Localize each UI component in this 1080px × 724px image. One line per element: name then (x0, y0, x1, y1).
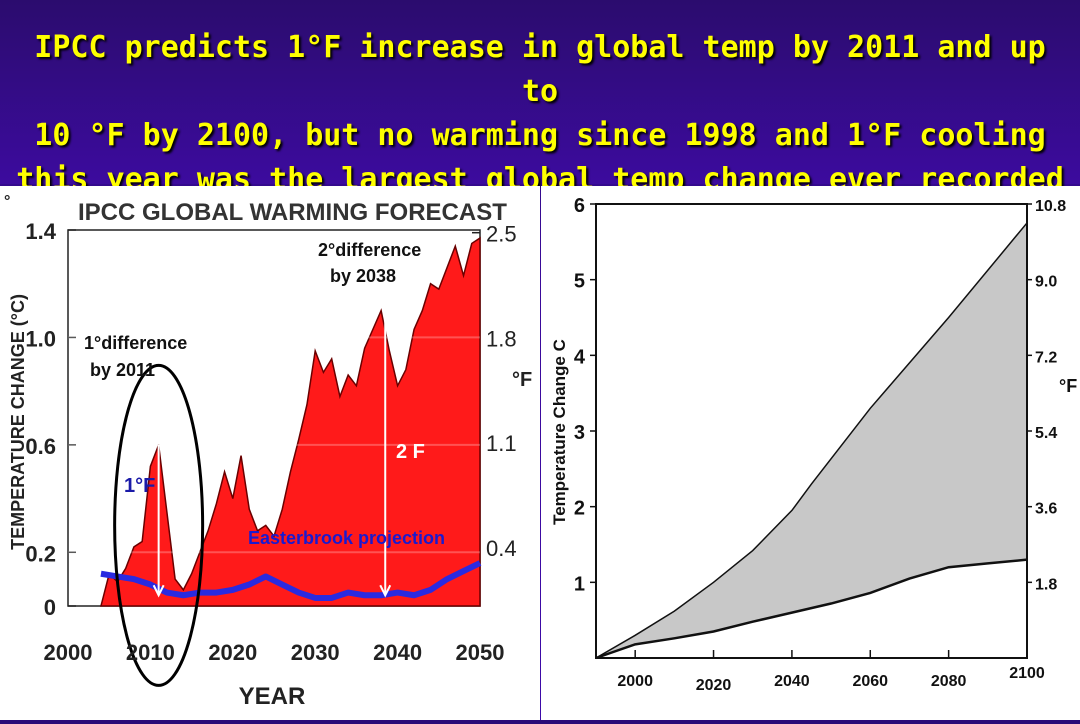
right-y2-tick-label: 5.4 (1035, 425, 1057, 442)
annotation-one-f: 1°F (124, 475, 155, 497)
title-line-1: IPCC predicts 1°F increase in global tem… (34, 30, 1046, 109)
right-x-tick-label: 2000 (617, 673, 653, 690)
left-y-tick-label: 1.4 (25, 219, 56, 244)
easterbrook-projection-line (100, 560, 482, 601)
left-y-tick-label: 1.0 (25, 326, 56, 351)
left-corner-mark: ° (4, 193, 10, 210)
annotation-two-f: 2 F (396, 441, 425, 463)
right-x-tick-label: 2080 (931, 673, 967, 690)
right-y2-axis-label: °F (1059, 376, 1077, 396)
title-band (0, 0, 1080, 184)
projection-range-area (596, 222, 1027, 658)
right-y-tick-label: 4 (574, 346, 586, 368)
upper-bound-line (595, 222, 1028, 659)
right-y2-tick-label: 10.8 (1035, 198, 1066, 215)
left-x-tick-label: 2010 (126, 640, 175, 665)
right-tick-labels: 1 2 3 4 5 6 1.8 3.6 5.4 7.2 9.0 10.8 2000 2020 2040 206… (574, 195, 1066, 694)
left-x-axis-label: YEAR (239, 683, 306, 710)
annotation-2-diff-line1: 2°difference (318, 240, 421, 260)
ipcc-forecast-chart-panel: ° IPCC GLOBAL WARMING FORECAST TEMPERATU… (0, 186, 540, 720)
annotation-1-diff-line1: 1°difference (84, 333, 187, 353)
left-y-tick-label: 0 (44, 595, 56, 620)
slide-title: IPCC predicts 1°F increase in global tem… (10, 26, 1070, 202)
title-line-2: 10 °F by 2100, but no warming since 1998… (34, 118, 1046, 153)
lower-bound-line (595, 558, 1028, 660)
left-chart-marks (68, 236, 482, 687)
left-y-tick-label: 0.6 (25, 434, 56, 459)
left-y2-tick-label: 0.4 (486, 536, 517, 561)
left-y2-tick-label: 2.5 (486, 222, 517, 247)
temperature-projection-chart: 1 2 3 4 5 6 1.8 3.6 5.4 7.2 9.0 10.8 2000 2020 2040 206… (550, 195, 1077, 694)
right-y-tick-label: 1 (574, 573, 585, 595)
annotation-2-diff-line2: by 2038 (330, 266, 396, 286)
right-x-tick-label: 2100 (1009, 665, 1045, 682)
left-x-tick-label: 2030 (291, 640, 340, 665)
left-chart-title: IPCC GLOBAL WARMING FORECAST (78, 199, 507, 226)
right-y-tick-label: 2 (574, 498, 585, 520)
right-x-tick-label: 2020 (696, 677, 732, 694)
right-y-tick-label: 6 (574, 195, 585, 217)
left-x-tick-label: 2000 (44, 640, 93, 665)
easterbrook-label: Easterbrook projection (248, 528, 445, 548)
right-y2-tick-label: 9.0 (1035, 274, 1057, 291)
right-y2-tick-label: 7.2 (1035, 349, 1057, 366)
left-y2-axis-label: °F (512, 369, 532, 391)
left-x-tick-label: 2020 (208, 640, 257, 665)
right-y-tick-label: 5 (574, 271, 585, 293)
highlight-ellipse (113, 363, 205, 687)
right-y-axis-label: Temperature Change C (550, 339, 569, 525)
right-chart-marks (595, 222, 1028, 660)
arrow-2038-head (379, 584, 392, 598)
temperature-projection-chart-panel: 1 2 3 4 5 6 1.8 3.6 5.4 7.2 9.0 10.8 2000 2020 2040 206… (541, 186, 1080, 720)
left-y-axis-label: TEMPERATURE CHANGE (°C) (8, 294, 28, 550)
right-y-tick-label: 3 (574, 422, 585, 444)
left-x-tick-label: 2050 (456, 640, 505, 665)
ipcc-forecast-chart: ° IPCC GLOBAL WARMING FORECAST TEMPERATU… (4, 193, 532, 710)
right-y2-tick-label: 1.8 (1035, 576, 1057, 593)
left-y2-tick-label: 1.8 (486, 326, 517, 351)
left-y2-tick-label: 1.1 (486, 431, 517, 456)
right-x-tick-label: 2040 (774, 673, 810, 690)
left-x-tick-label: 2040 (373, 640, 422, 665)
annotation-1-diff-line2: by 2011 (90, 360, 155, 380)
left-tick-labels: 0 0.2 0.6 1.0 1.4 0.4 1.1 1.8 2.5 2000 2010 2020 203… (25, 219, 516, 665)
right-x-tick-label: 2060 (852, 673, 888, 690)
arrow-2011-head (152, 584, 165, 598)
left-y-tick-label: 0.2 (25, 541, 56, 566)
right-y2-tick-label: 3.6 (1035, 501, 1057, 518)
